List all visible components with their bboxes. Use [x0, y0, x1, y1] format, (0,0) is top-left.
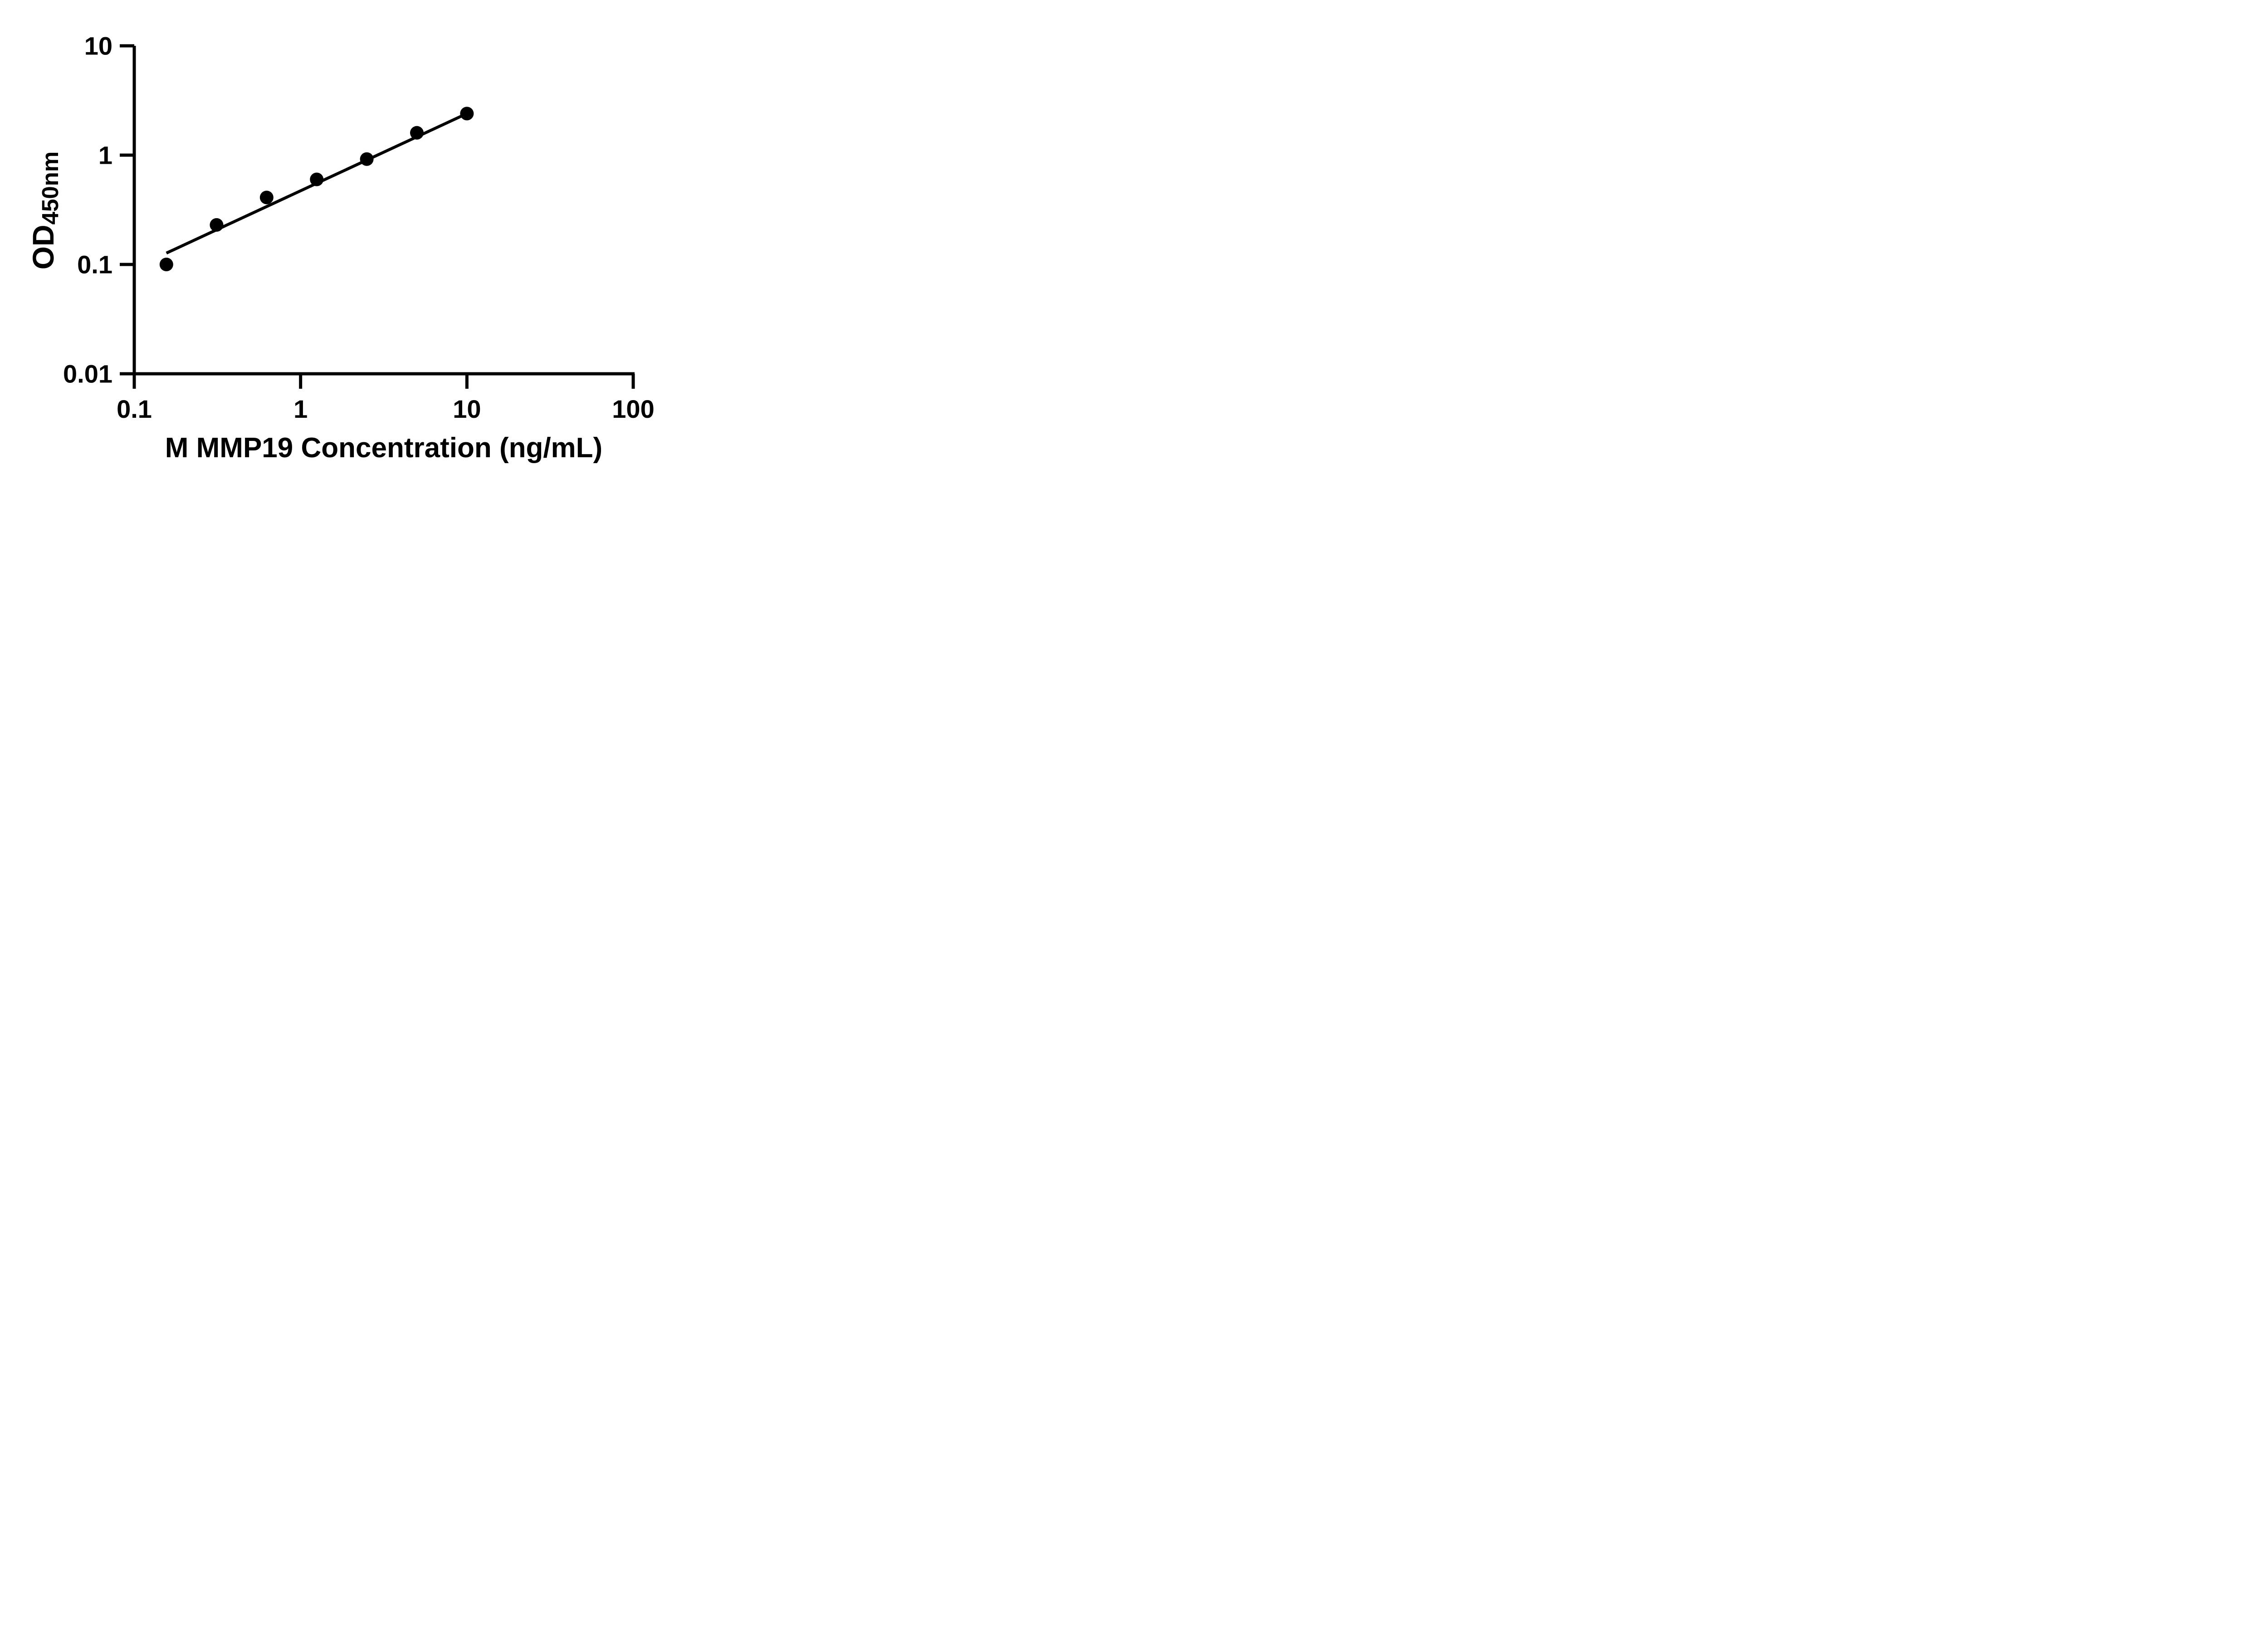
- data-point: [310, 172, 324, 186]
- x-axis-tick-label: 100: [612, 395, 654, 423]
- data-point: [159, 258, 173, 271]
- data-point: [460, 107, 474, 121]
- y-axis-tick-label: 0.1: [77, 250, 112, 279]
- y-axis-tick-label: 1: [98, 141, 112, 170]
- y-axis-tick-label: 10: [84, 32, 112, 60]
- standard-curve-series: [159, 107, 474, 271]
- y-axis-tick-label: 0.01: [63, 360, 112, 388]
- x-axis-title: M MMP19 Concentration (ng/mL): [165, 432, 602, 464]
- y-axis-title-main: OD: [26, 225, 60, 269]
- x-axis-tick-label: 10: [453, 395, 481, 423]
- x-axis-tick-label: 1: [293, 395, 308, 423]
- data-point: [259, 191, 274, 205]
- data-point: [410, 126, 424, 140]
- data-point: [210, 218, 224, 232]
- data-point: [360, 152, 374, 166]
- x-axis-tick-label: 0.1: [117, 395, 152, 423]
- y-axis-title-subscript: 450nm: [37, 152, 63, 225]
- elisa-standard-curve-figure: 10 1 0.1 0.01 0.1 1 10 100 M MMP19 Concentratio…: [0, 0, 701, 492]
- y-axis-title: OD450nm: [26, 152, 63, 270]
